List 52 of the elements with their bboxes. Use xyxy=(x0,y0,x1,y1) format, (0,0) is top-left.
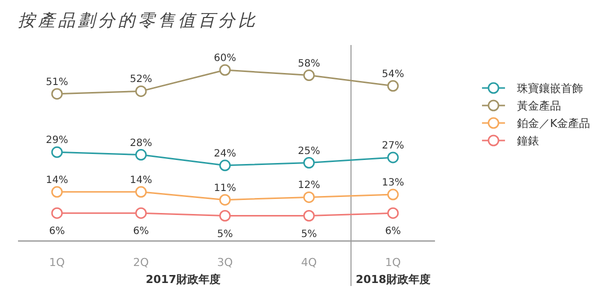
point xyxy=(303,70,315,82)
point xyxy=(135,85,147,97)
data-label: 6% xyxy=(133,226,149,238)
point xyxy=(303,157,315,168)
x-tick-label: 4Q xyxy=(301,256,318,269)
data-label: 5% xyxy=(217,228,233,240)
data-label: 6% xyxy=(49,226,65,238)
data-label: 51% xyxy=(46,76,68,88)
data-label: 27% xyxy=(382,140,404,152)
point xyxy=(303,191,315,203)
data-label: 14% xyxy=(130,174,152,186)
x-tick-label: 3Q xyxy=(217,256,234,269)
point xyxy=(219,160,231,172)
point xyxy=(387,80,399,92)
point xyxy=(387,207,399,219)
x-tick-label: 1Q xyxy=(385,256,402,269)
data-label: 58% xyxy=(298,58,320,70)
legend-label: 鉑金／K金產品 xyxy=(517,117,590,130)
legend-label: 珠寶鑲嵌首飾 xyxy=(517,82,583,95)
data-label: 13% xyxy=(382,178,404,189)
text: 2017財政年度 xyxy=(146,273,220,286)
chart-title: 按產品劃分的零售值百分比 xyxy=(18,11,258,31)
data-label: 24% xyxy=(214,148,236,160)
point xyxy=(51,88,63,100)
data-label: 52% xyxy=(130,74,152,86)
data-label: 14% xyxy=(46,174,68,186)
data-label: 25% xyxy=(298,146,320,157)
data-label: 60% xyxy=(214,53,236,64)
point xyxy=(219,64,231,76)
data-label: 29% xyxy=(46,135,68,146)
data-label: 12% xyxy=(298,180,320,192)
legend-label: 鐘錶 xyxy=(517,134,539,148)
point xyxy=(51,207,63,219)
point xyxy=(135,186,147,198)
data-label: 54% xyxy=(382,68,404,80)
point xyxy=(135,149,147,161)
data-label: 5% xyxy=(301,228,317,240)
data-label: 28% xyxy=(130,138,152,149)
point xyxy=(387,188,399,200)
point xyxy=(303,210,315,222)
data-label: 11% xyxy=(214,182,236,194)
point xyxy=(51,186,63,198)
legend-label: 黃金產品 xyxy=(517,100,561,112)
point xyxy=(51,146,63,158)
point xyxy=(219,194,231,206)
text: 2018財政年度 xyxy=(356,273,430,286)
data-label: 6% xyxy=(385,226,401,238)
point xyxy=(387,152,399,164)
x-tick-label: 1Q xyxy=(49,256,66,269)
point xyxy=(219,210,231,222)
point xyxy=(135,207,147,219)
x-tick-label: 2Q xyxy=(133,256,150,269)
